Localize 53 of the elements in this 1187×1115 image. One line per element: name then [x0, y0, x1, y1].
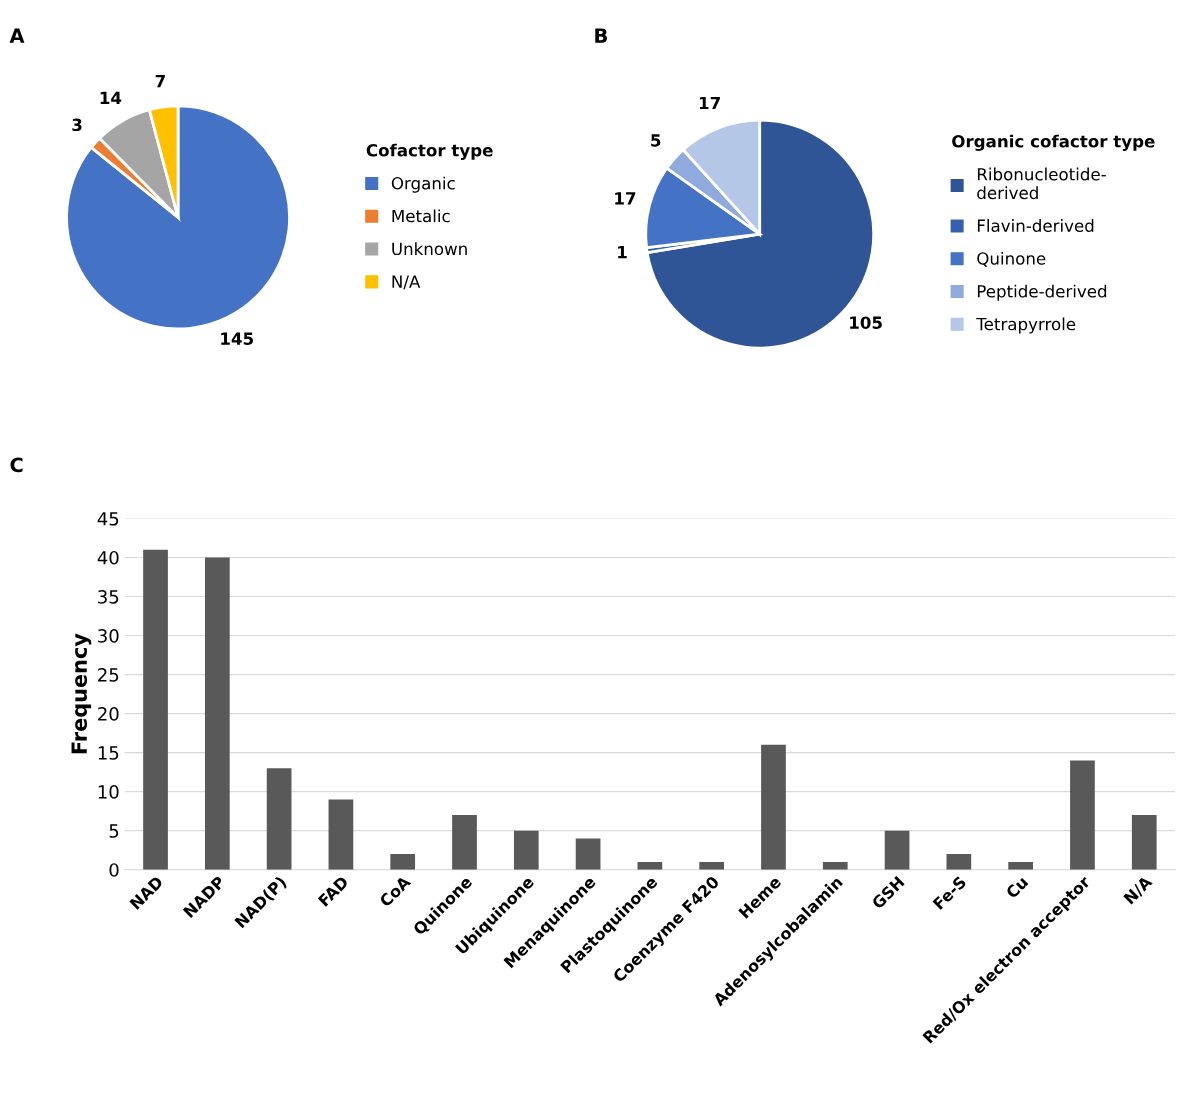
- bar: [143, 549, 168, 870]
- y-tick-label: 30: [98, 629, 119, 643]
- chart-title: A: [9, 28, 25, 43]
- bar: [204, 557, 230, 870]
- legend-label: Organic: [391, 176, 455, 193]
- bar: [513, 830, 539, 870]
- legend-label: Tetrapyrrole: [976, 317, 1076, 334]
- y-tick-label: 40: [97, 550, 119, 565]
- x-tick-label: Cu: [1005, 875, 1029, 900]
- legend-title: Organic cofactor type: [952, 134, 1155, 151]
- data-label: 145: [221, 332, 253, 345]
- chart-title: C: [10, 457, 23, 473]
- legend-label: N/A: [392, 275, 421, 290]
- y-axis-title: Frequency: [71, 633, 92, 754]
- y-tick-label: 5: [109, 824, 119, 838]
- legend-label: Metalic: [392, 209, 450, 223]
- bar: [328, 799, 354, 870]
- y-tick-label: 20: [98, 707, 119, 721]
- bar: [884, 830, 910, 870]
- bar: [761, 744, 786, 870]
- legend-label: Unknown: [392, 242, 467, 256]
- bar: [390, 854, 416, 870]
- pie-slice: [65, 104, 291, 331]
- legend-label: Quinone: [977, 251, 1046, 267]
- bar: [1008, 861, 1033, 870]
- y-tick-label: 45: [97, 512, 119, 526]
- data-label: 1: [618, 246, 627, 259]
- legend-label: Peptide-derived: [977, 284, 1107, 301]
- bar: [575, 838, 601, 870]
- data-label: 3: [72, 118, 82, 132]
- bar: [822, 861, 848, 870]
- data-label: 7: [155, 74, 165, 88]
- legend-title: Cofactor type: [366, 143, 493, 160]
- data-label: 17: [615, 192, 636, 205]
- bar: [946, 854, 972, 870]
- bar: [699, 861, 725, 870]
- bar: [266, 768, 292, 870]
- chart-title: B: [595, 28, 607, 43]
- bar: [1070, 760, 1095, 870]
- x-tick-label: N/A: [1123, 874, 1154, 906]
- data-label: 5: [651, 134, 661, 147]
- data-label: 105: [850, 316, 882, 329]
- bar: [452, 815, 477, 870]
- legend-label: Flavin-derived: [977, 219, 1094, 232]
- y-tick-label: 15: [98, 746, 119, 760]
- y-tick-label: 25: [98, 668, 119, 682]
- y-tick-label: 35: [98, 589, 119, 604]
- data-label: 14: [100, 91, 122, 105]
- legend-label: Ribonucleotide- derived: [977, 167, 1106, 200]
- bar: [1131, 815, 1157, 870]
- data-label: 17: [699, 96, 720, 110]
- y-tick-label: 10: [98, 785, 119, 799]
- y-tick-label: 0: [109, 863, 119, 877]
